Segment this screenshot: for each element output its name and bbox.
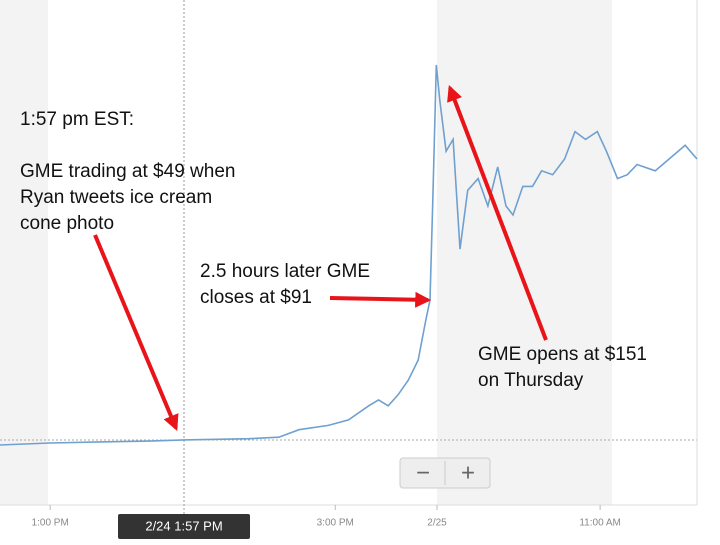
zoom-in[interactable]: + — [461, 459, 475, 486]
annotation: Ryan tweets ice cream — [20, 187, 212, 208]
cursor-label-box — [118, 514, 251, 539]
cursor-label: 2/24 1:57 PM — [145, 518, 222, 533]
session-band — [0, 0, 48, 505]
annotation: closes at $91 — [200, 287, 312, 308]
annotation: 1:57 pm EST: — [20, 109, 134, 130]
arrow — [329, 291, 432, 308]
annotation: on Thursday — [478, 370, 584, 391]
annotation: cone photo — [20, 213, 114, 234]
price-line — [0, 64, 698, 446]
session-band — [437, 0, 612, 505]
annotation: 2.5 hours later GME — [200, 261, 370, 282]
zoom-out[interactable]: − — [416, 459, 430, 486]
x-tick-label: 11:00 AM — [579, 518, 621, 529]
annotation: GME trading at $49 when — [20, 161, 235, 182]
x-tick-label: 3:00 PM — [317, 518, 354, 529]
annotation: GME opens at $151 — [478, 344, 647, 365]
x-tick-label: 2/25 — [427, 518, 447, 529]
arrow — [93, 234, 179, 431]
arrow — [447, 85, 548, 341]
x-tick-label: 1:00 PM — [32, 518, 69, 529]
zoom-controls: − + — [399, 457, 491, 489]
